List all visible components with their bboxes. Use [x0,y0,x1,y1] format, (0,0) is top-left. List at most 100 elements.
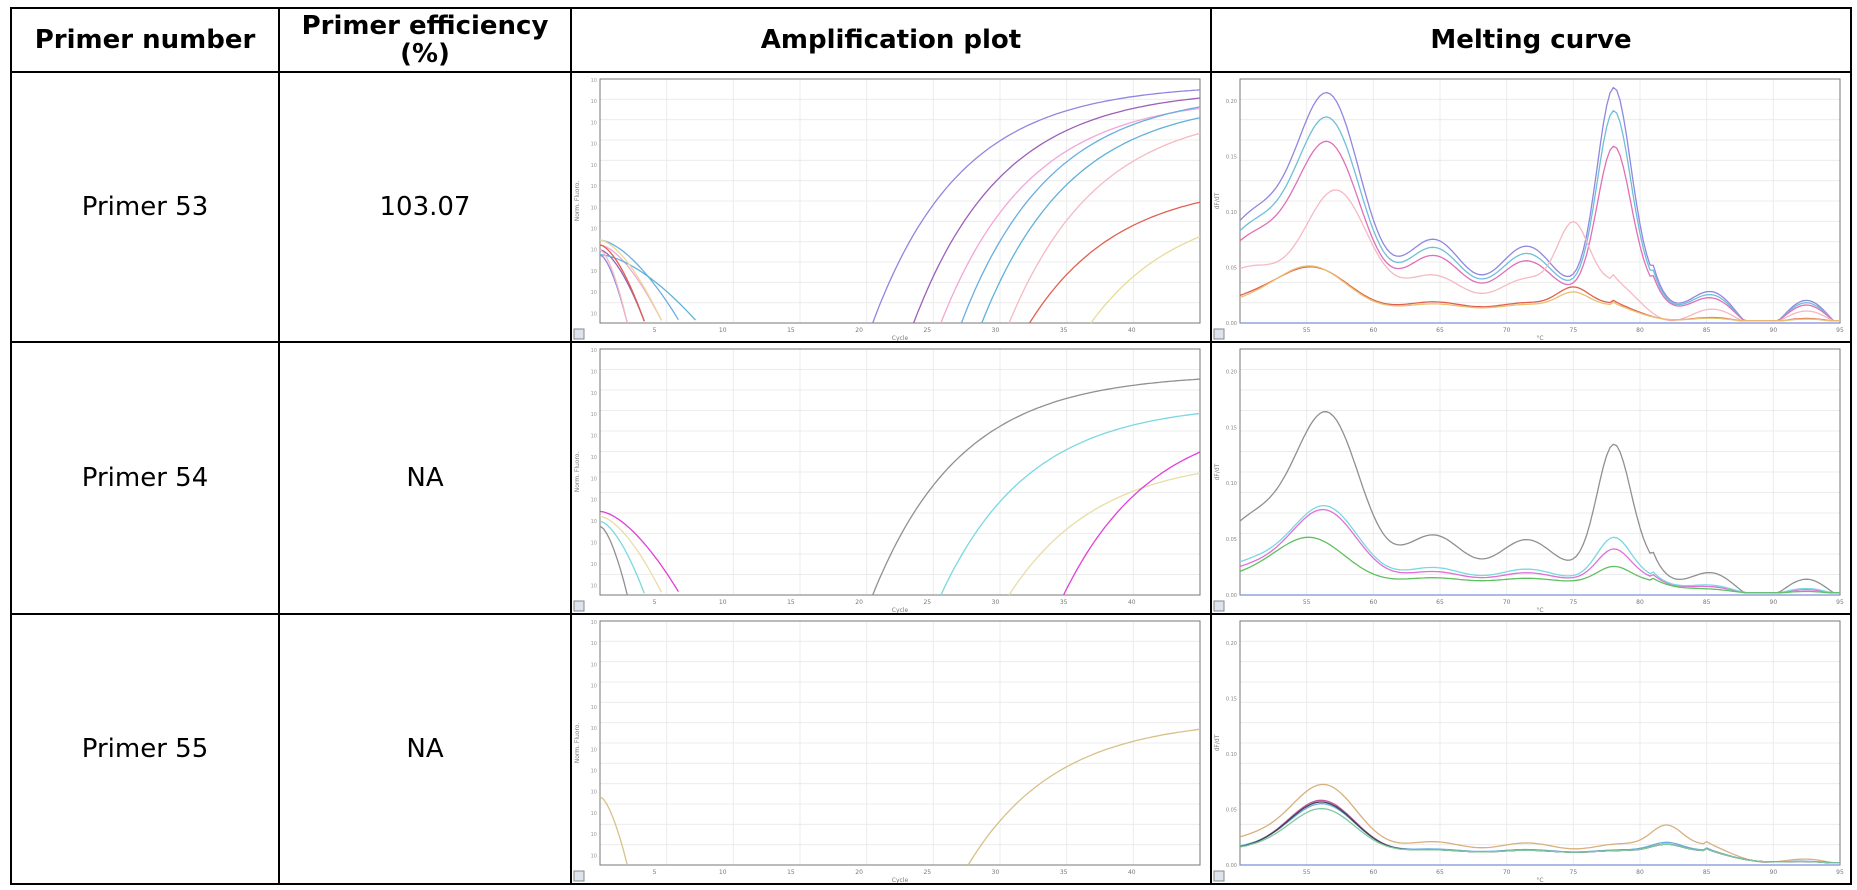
x-tick-label: 60 [1370,327,1378,334]
y-tick-label: 10 [591,163,597,169]
x-tick-label: 5 [653,869,657,876]
primer-efficiency: 103.07 [278,71,572,343]
melting-svg: 55 60 65 70 75 80 85 90 95 °C dF/dT 0.00 0.05 0.10 0.1… [1213,348,1844,613]
y-tick-label: 10 [591,78,597,84]
amplification-curve [960,106,1201,324]
y-tick-label: 10 [591,269,597,275]
x-tick-label: 40 [1128,327,1136,334]
primer-name: Primer 53 [10,71,280,343]
melting-curve-53: 55 60 65 70 75 80 85 90 95 °C dF/dT 0.00 0.05 0.10 0.1… [1212,73,1848,341]
x-tick-label: 75 [1570,869,1578,876]
y-tick-label: 0.05 [1226,537,1237,543]
melting-curve-55: 55 60 65 70 75 80 85 90 95 °C dF/dT 0.00 0.05 0.10 0.1… [1212,615,1848,883]
amplification-baseline [599,239,662,321]
melting-curve-line [1239,508,1840,594]
amplification-baseline [599,239,679,321]
x-tick-label: 15 [787,327,795,334]
y-tick-label: 10 [591,184,597,190]
y-tick-label: 10 [591,769,597,775]
y-tick-label: 10 [591,726,597,732]
header-amplification-plot: Amplification plot [570,7,1212,73]
zoom-icon[interactable] [1213,870,1225,882]
table-row: Primer 55 NA 5 10 15 20 25 30 35 40 Cycle Norm. F… [10,613,1852,885]
melting-cell: 55 60 65 70 75 80 85 90 95 °C dF/dT 0.00 0.05 0.10 0.1… [1210,341,1852,615]
x-tick-label: 85 [1703,327,1711,334]
amplification-baseline [599,244,645,322]
amplification-curve [1063,451,1201,596]
amplification-cell: 5 10 15 20 25 30 35 40 Cycle Norm. Fluoro. 10 10 10 1… [570,341,1212,615]
amplification-plot-55: 5 10 15 20 25 30 35 40 Cycle Norm. Fluoro. 10 10 10 1… [572,615,1208,883]
x-tick-label: 60 [1370,599,1378,606]
melting-curve-line [1239,803,1840,864]
x-tick-label: 30 [992,599,1000,606]
plot-frame [599,620,1201,866]
y-axis-label: dF/dT [1214,192,1221,209]
x-tick-label: 75 [1570,327,1578,334]
y-tick-label: 0.15 [1226,697,1237,703]
table-row: Primer 54 NA 5 10 15 20 25 30 35 40 Cycle Norm. F… [10,341,1852,615]
y-tick-label: 10 [591,747,597,753]
x-tick-label: 70 [1503,869,1511,876]
amplification-baseline [599,796,628,866]
amplification-svg: 5 10 15 20 25 30 35 40 Cycle Norm. Fluoro. 10 10 10 1… [573,620,1201,883]
zoom-icon[interactable] [1213,328,1225,340]
x-tick-label: 75 [1570,599,1578,606]
x-axis-label: Cycle [892,335,909,341]
melting-curve-54: 55 60 65 70 75 80 85 90 95 °C dF/dT 0.00 0.05 0.10 0.1… [1212,343,1848,613]
amplification-curve [940,107,1201,324]
x-tick-label: 65 [1436,869,1444,876]
amplification-baseline [599,520,645,594]
x-tick-label: 60 [1370,869,1378,876]
y-tick-label: 10 [591,541,597,547]
y-axis-label: Norm. Fluoro. [574,723,581,764]
x-tick-label: 90 [1770,869,1778,876]
y-tick-label: 0.00 [1226,593,1237,599]
y-tick-label: 10 [591,832,597,838]
x-tick-label: 20 [855,599,863,606]
y-tick-label: 10 [591,684,597,690]
y-tick-label: 0.10 [1226,210,1237,216]
amplification-curve [967,728,1201,866]
zoom-icon[interactable] [573,328,585,340]
x-axis-label: °C [1536,877,1543,883]
melting-curve-line [1239,86,1840,322]
amplification-curve [912,97,1201,324]
x-tick-label: 65 [1436,599,1444,606]
y-tick-label: 0.15 [1226,425,1237,431]
y-tick-label: 10 [591,248,597,254]
melting-curve-line [1239,189,1840,322]
melting-curve-line [1239,266,1840,322]
x-tick-label: 25 [923,327,931,334]
y-tick-label: 10 [591,412,597,418]
x-tick-label: 10 [719,869,727,876]
y-tick-label: 0.20 [1226,641,1237,647]
primer-efficiency: NA [278,613,572,885]
x-tick-label: 65 [1436,327,1444,334]
melting-cell: 55 60 65 70 75 80 85 90 95 °C dF/dT 0.00 0.05 0.10 0.1… [1210,613,1852,885]
y-tick-label: 10 [591,811,597,817]
x-tick-label: 40 [1128,599,1136,606]
zoom-icon[interactable] [573,600,585,612]
y-tick-label: 10 [591,290,597,296]
amplification-baseline [599,254,628,324]
x-tick-label: 85 [1703,869,1711,876]
x-tick-label: 85 [1703,599,1711,606]
melting-curve-line [1239,783,1840,864]
amplification-baseline [599,510,679,592]
amplification-plot-54: 5 10 15 20 25 30 35 40 Cycle Norm. Fluoro. 10 10 10 1… [572,343,1208,613]
y-tick-label: 10 [591,476,597,482]
amplification-curve [940,412,1201,596]
x-tick-label: 35 [1060,327,1068,334]
y-axis-label: Norm. Fluoro. [574,452,581,493]
table-row: Primer 53 103.07 5 10 15 20 25 30 35 40 Cycle Nor… [10,71,1852,343]
amplification-baseline [599,249,628,324]
x-tick-label: 30 [992,869,1000,876]
x-tick-label: 95 [1836,869,1844,876]
y-tick-label: 10 [591,434,597,440]
zoom-icon[interactable] [1213,600,1225,612]
amplification-curve [1090,235,1201,324]
y-tick-label: 10 [591,853,597,859]
zoom-icon[interactable] [573,870,585,882]
y-tick-label: 10 [591,369,597,375]
y-tick-label: 10 [591,498,597,504]
